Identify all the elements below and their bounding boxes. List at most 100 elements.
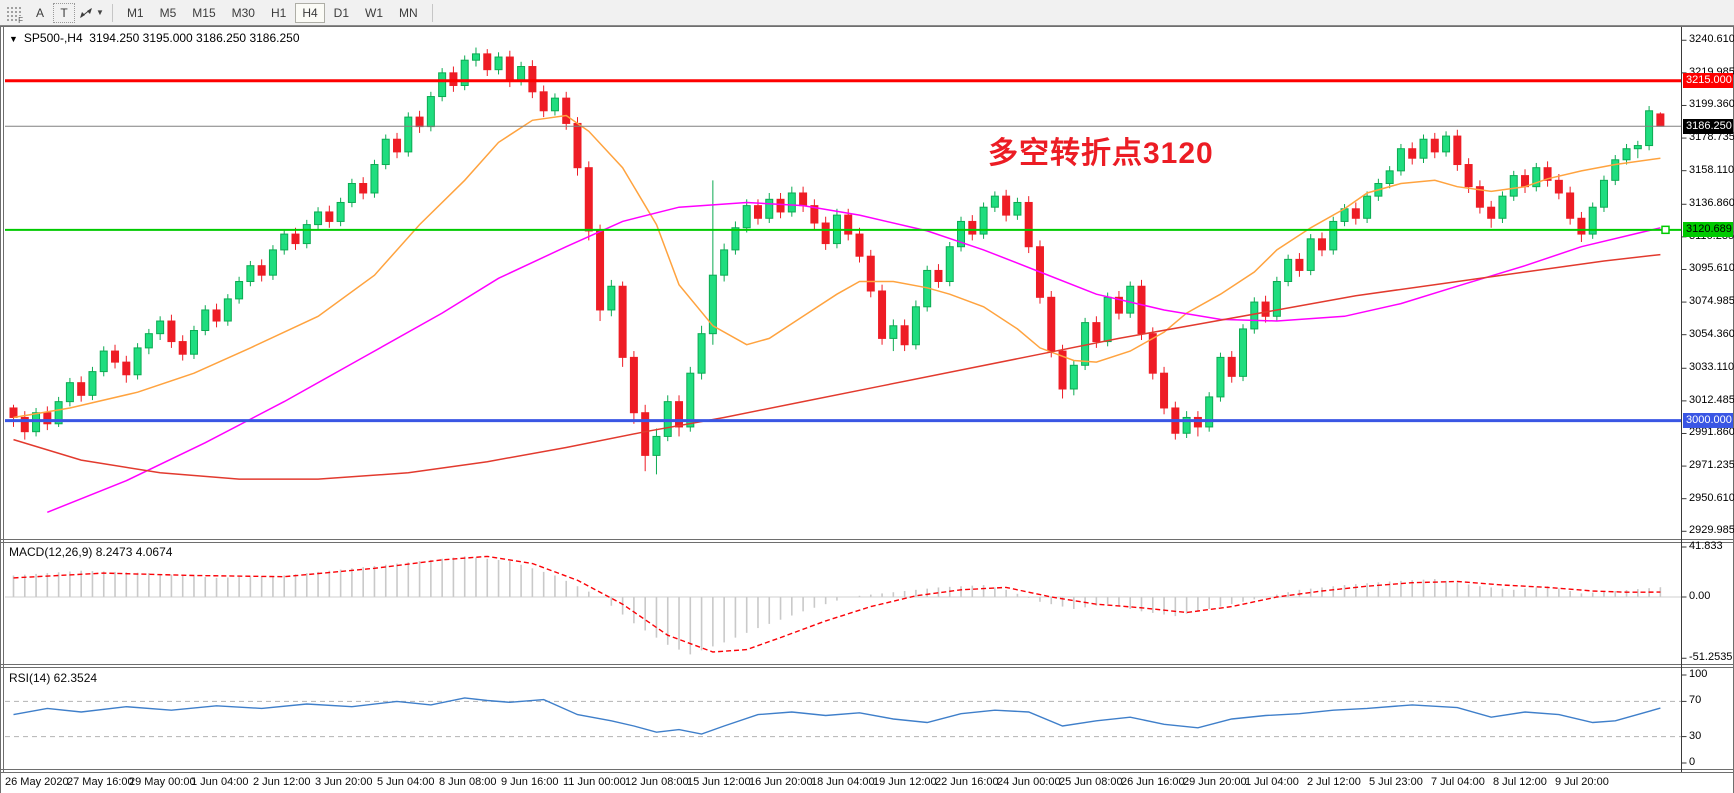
candle-down[interactable] [1521,169,1530,193]
symbol-dropdown-icon[interactable]: ▼ [9,34,18,44]
candle-up[interactable] [133,343,142,380]
timeframe-button-m5[interactable]: M5 [153,3,184,23]
candle-down[interactable] [618,281,627,367]
candle-down[interactable] [43,406,52,431]
cursor-tool-button[interactable]: ▼ [78,6,104,20]
candle-up[interactable] [550,93,559,116]
candle-down[interactable] [111,344,120,369]
candle-down[interactable] [1137,279,1146,340]
candle-down[interactable] [1656,112,1665,127]
timeframe-button-w1[interactable]: W1 [358,3,390,23]
candle-up[interactable] [1103,292,1112,347]
candle-up[interactable] [404,112,413,157]
candle-up[interactable] [1306,234,1315,276]
candle-down[interactable] [483,49,492,77]
timeframe-button-m1[interactable]: M1 [120,3,151,23]
candle-up[interactable] [1622,143,1631,165]
candle-down[interactable] [1058,344,1067,399]
candle-up[interactable] [201,305,210,336]
candle-down[interactable] [325,205,334,228]
candle-down[interactable] [9,404,18,427]
timeframe-button-d1[interactable]: D1 [327,3,356,23]
timeframe-button-m15[interactable]: M15 [185,3,222,23]
candle-up[interactable] [144,328,153,355]
candle-up[interactable] [426,91,435,132]
candle-down[interactable] [1227,351,1236,383]
candle-up[interactable] [494,52,503,75]
candle-up[interactable] [1396,143,1405,176]
toolbar-drag-handle-icon[interactable]: F [6,4,23,25]
candle-down[interactable] [1487,200,1496,228]
candle-up[interactable] [347,178,356,208]
candle-down[interactable] [1430,132,1439,159]
candle-up[interactable] [54,396,63,427]
timeframe-button-h4[interactable]: H4 [295,2,325,23]
text-label-button[interactable]: T [53,2,76,23]
candle-up[interactable] [32,407,41,437]
candle-down[interactable] [449,66,458,92]
candle-down[interactable] [528,60,537,99]
macd-panel[interactable] [5,555,1682,655]
candle-down[interactable] [596,224,605,322]
candle-down[interactable] [562,91,571,130]
annotation-text[interactable]: 多空转折点3120 [988,137,1214,170]
price-line-badge[interactable]: 3215.000 [1683,73,1733,89]
candle-down[interactable] [855,227,864,263]
candle-up[interactable] [990,191,999,212]
candle-down[interactable] [878,284,887,345]
candle-up[interactable] [1498,191,1507,224]
candle-up[interactable] [945,241,954,287]
candle-down[interactable] [212,303,221,328]
candle-down[interactable] [359,177,368,200]
candle-down[interactable] [1408,142,1417,165]
candle-up[interactable] [1419,134,1428,163]
dropdown-caret-icon[interactable]: ▼ [96,8,104,17]
candle-down[interactable] [584,161,593,241]
candle-up[interactable] [1216,352,1225,402]
candle-down[interactable] [122,355,131,383]
candle-up[interactable] [1645,106,1654,151]
candle-up[interactable] [381,134,390,170]
candle-up[interactable] [1633,140,1642,159]
candle-down[interactable] [291,227,300,250]
candle-down[interactable] [629,351,638,424]
candle-up[interactable] [65,377,74,407]
candle-down[interactable] [167,314,176,348]
candle-down[interactable] [1577,211,1586,242]
line-handle[interactable] [1661,225,1670,235]
candle-up[interactable] [1069,360,1078,396]
candle-down[interactable] [1193,411,1202,437]
candle-up[interactable] [1532,162,1541,192]
candle-down[interactable] [900,319,909,352]
candle-up[interactable] [156,316,165,340]
price-line-badge[interactable]: 3000.000 [1683,413,1733,429]
candle-down[interactable] [178,335,187,361]
candle-up[interactable] [88,366,97,401]
candle-up[interactable] [720,243,729,282]
candle-up[interactable] [1442,131,1451,157]
candle-up[interactable] [911,300,920,350]
candle-up[interactable] [1182,411,1191,439]
candle-down[interactable] [810,199,819,230]
candle-up[interactable] [302,219,311,249]
candle-up[interactable] [223,294,232,326]
candle-up[interactable] [99,346,108,377]
candle-down[interactable] [1543,161,1552,187]
candle-down[interactable] [821,216,830,250]
candle-down[interactable] [866,249,875,298]
candle-down[interactable] [641,404,650,472]
candle-up[interactable] [663,395,672,442]
candle-up[interactable] [1329,216,1338,255]
candle-up[interactable] [1284,254,1293,287]
candle-up[interactable] [268,245,277,280]
candle-up[interactable] [235,276,244,304]
candle-up[interactable] [1126,281,1135,318]
candle-down[interactable] [776,192,785,219]
rsi-panel[interactable] [5,697,1682,738]
candle-down[interactable] [77,376,86,402]
candle-up[interactable] [1599,175,1608,212]
candle-up[interactable] [957,216,966,252]
candle-up[interactable] [889,319,898,352]
candle-down[interactable] [675,395,684,437]
